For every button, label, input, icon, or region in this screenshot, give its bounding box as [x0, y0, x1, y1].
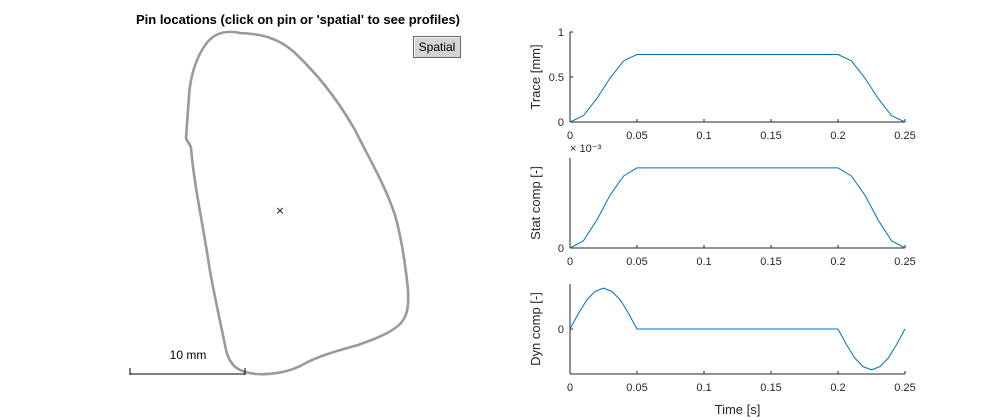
trace-x-tick-label: 0: [567, 130, 573, 142]
stat-comp-y-label: Stat comp [-]: [528, 166, 543, 240]
stat-comp-x-tick-label: 0.05: [626, 256, 647, 268]
scale-bar: 10 mm: [129, 348, 246, 375]
dyn-comp-axes: 0 0.05 0.1 0.15 0.2 0.25 0 Dyn comp [-] Time [s]: [528, 284, 916, 417]
trace-x-tick-label: 0.1: [696, 130, 711, 142]
stat-comp-x-tick-label: 0.2: [830, 256, 845, 268]
stat-comp-axes: 0 0.05 0.1 0.15 0.2 0.25 0 × 10⁻³ Stat comp [-]: [528, 143, 916, 268]
stat-comp-x-tick-label: 0.15: [760, 256, 781, 268]
dyn-comp-x-tick-label: 0.15: [760, 382, 781, 394]
trace-y-tick-label: 0: [558, 117, 564, 129]
trace-series-line: [569, 54, 906, 123]
dyn-comp-x-tick-label: 0.1: [696, 382, 711, 394]
spatial-button[interactable]: Spatial: [413, 36, 461, 58]
stat-comp-x-tick-label: 0.25: [894, 256, 915, 268]
trace-y-tick-label: 0.5: [549, 72, 564, 84]
stat-comp-y-exponent: × 10⁻³: [570, 143, 602, 155]
trace-x-tick-label: 0.15: [760, 130, 781, 142]
dyn-comp-series-line: [569, 287, 906, 371]
dyn-comp-x-tick-label: 0.05: [626, 382, 647, 394]
dyn-comp-x-tick-label: 0.2: [830, 382, 845, 394]
trace-axes: 0 0.05 0.1 0.15 0.2 0.25 0 0.5 1 Trace [mm]: [528, 27, 916, 142]
figure-title: Pin locations (click on pin or 'spatial'…: [136, 12, 460, 27]
dyn-comp-y-label: Dyn comp [-]: [528, 292, 543, 366]
stat-comp-x-tick-label: 0: [567, 256, 573, 268]
stat-comp-series-line: [569, 167, 906, 249]
pin-outline: [184, 30, 410, 376]
pin-marker[interactable]: ×: [275, 204, 284, 217]
stat-comp-y-tick-label: 0: [558, 243, 564, 255]
dyn-comp-y-tick-label: 0: [558, 324, 564, 336]
dyn-comp-x-tick-label: 0.25: [894, 382, 915, 394]
trace-y-tick-label: 1: [558, 27, 564, 39]
trace-x-tick-label: 0.25: [894, 130, 915, 142]
trace-y-label: Trace [mm]: [528, 44, 543, 109]
stat-comp-x-tick-label: 0.1: [696, 256, 711, 268]
dyn-comp-x-label: Time [s]: [715, 402, 761, 417]
dyn-comp-x-tick-label: 0: [567, 382, 573, 394]
trace-x-tick-label: 0.05: [626, 130, 647, 142]
scale-bar-label: 10 mm: [170, 348, 207, 362]
trace-x-tick-label: 0.2: [830, 130, 845, 142]
